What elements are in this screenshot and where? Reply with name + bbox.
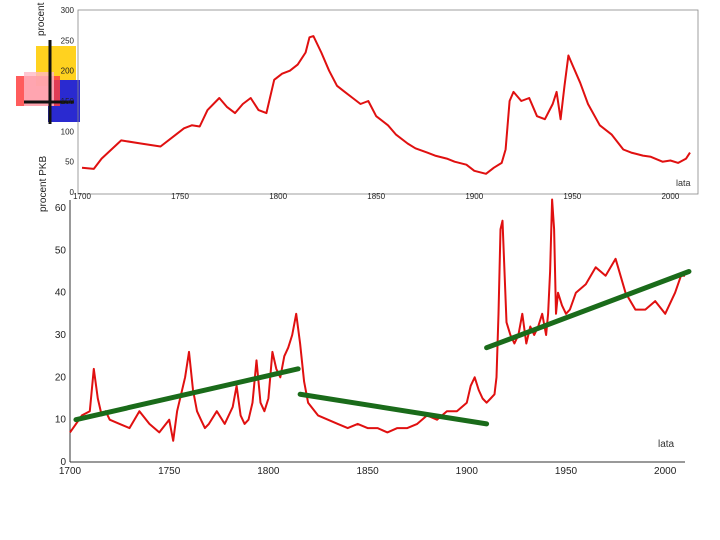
main-tick-labels: 1700 1750 1800 1850 1900 1950 2000 0 10 20 30 40 50 6… (55, 203, 677, 477)
main-y-tick-label: 0 (60, 457, 66, 468)
main-unit-label: lata (658, 439, 675, 450)
main-x-tick-label: 1700 (59, 466, 82, 477)
main-x-tick-label: 1750 (158, 466, 181, 477)
color-block-logo (16, 40, 80, 124)
inset-y-tick-label: 200 (61, 67, 75, 76)
inset-series-line (81, 35, 691, 175)
inset-y-tick-label: 100 (61, 127, 75, 136)
inset-chart: 1700 1750 1800 1850 1900 1950 2000 0 50 100 150 200… (36, 0, 699, 201)
main-trend-line (484, 269, 692, 351)
main-y-tick-label: 20 (55, 372, 67, 383)
inset-x-tick-label: 1750 (171, 192, 189, 201)
main-series (69, 198, 685, 442)
inset-y-tick-label: 0 (70, 188, 75, 197)
main-x-tick-label: 1950 (555, 466, 578, 477)
main-x-tick-label: 1900 (456, 466, 479, 477)
inset-unit-label: lata (676, 178, 691, 188)
inset-x-tick-label: 2000 (661, 192, 679, 201)
inset-y-axis-label: procent PKB (36, 0, 47, 36)
inset-plot-frame (77, 9, 699, 195)
main-x-tick-label: 1850 (356, 466, 379, 477)
main-y-tick-label: 40 (55, 288, 67, 299)
main-trend-lines (73, 269, 692, 427)
main-y-tick-label: 50 (55, 245, 67, 256)
inset-x-tick-label: 1850 (367, 192, 385, 201)
main-series-line (69, 198, 685, 442)
main-y-tick-label: 60 (55, 203, 67, 214)
inset-y-tick-label: 300 (61, 6, 75, 15)
inset-series (81, 35, 691, 175)
inset-x-tick-label: 1900 (465, 192, 483, 201)
inset-y-tick-label: 50 (65, 158, 74, 167)
main-chart: 1700 1750 1800 1850 1900 1950 2000 0 10 20 30 40 50 6… (38, 156, 692, 477)
main-x-tick-label: 2000 (654, 466, 677, 477)
inset-x-tick-label: 1950 (563, 192, 581, 201)
inset-y-tick-label: 250 (61, 36, 75, 45)
main-y-axis-label: procent PKB (38, 156, 49, 212)
main-x-tick-label: 1800 (257, 466, 280, 477)
main-y-tick-label: 10 (55, 415, 67, 426)
main-y-tick-label: 30 (55, 330, 67, 341)
main-trend-line (297, 391, 490, 427)
inset-x-tick-label: 1700 (73, 192, 91, 201)
inset-y-tick-label: 150 (61, 97, 75, 106)
inset-tick-labels: 1700 1750 1800 1850 1900 1950 2000 0 50 100 150 200… (61, 6, 680, 201)
inset-x-tick-label: 1800 (269, 192, 287, 201)
main-trend-line (73, 366, 301, 423)
